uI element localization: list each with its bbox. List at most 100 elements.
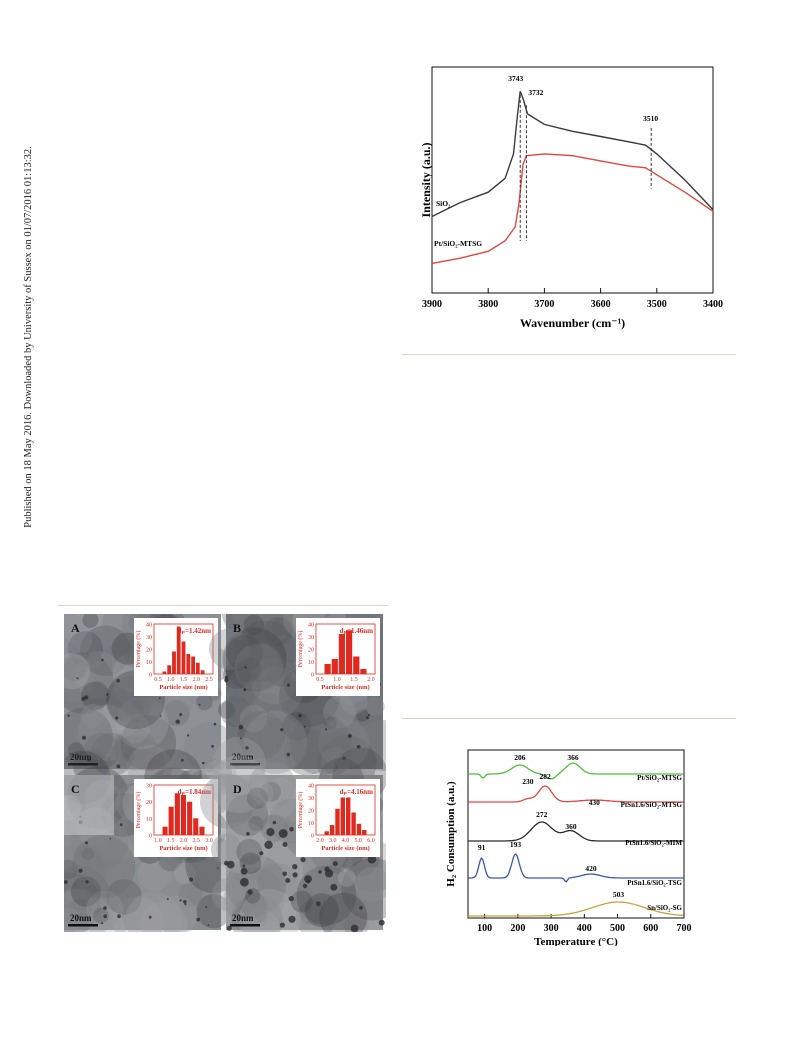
tem-texture [243,710,307,774]
mean-diameter-label: dₚ=1.84nm [178,788,212,796]
peak-label: 206 [514,753,526,762]
nanoparticle [181,758,184,762]
peak-label: 420 [585,864,597,873]
tem-texture [248,816,264,832]
peak-label: 272 [536,810,548,819]
tem-texture [64,775,114,835]
histogram-x-label: Particle size (nm) [321,845,369,852]
series-label: PtSn1.6/SiO₂-TSG [627,879,682,887]
nanoparticle [106,693,109,696]
histogram-bar [162,671,167,674]
nanoparticle [166,898,169,900]
nanoparticle [240,867,248,875]
nanoparticle [240,737,242,740]
histogram-bar [351,812,356,835]
tem-texture [267,661,293,687]
histogram-y-tick: 30 [308,635,314,641]
histogram-frame [315,623,376,675]
x-tick-label: 3500 [647,299,667,310]
tem-texture [200,773,255,829]
nanoparticle [115,716,119,720]
series-label: Pt/SiO₂-MTSG [637,774,682,782]
histogram-bar [360,669,367,674]
nanoparticle [117,914,121,918]
histogram-x-tick: 1.0 [333,677,341,683]
nanoparticle [289,826,294,832]
histogram-bar [324,664,331,674]
tem-texture [241,892,268,920]
nanoparticle [82,735,86,740]
tem-texture [209,628,251,670]
tem-texture [111,660,128,677]
histogram-x-tick: 2.0 [367,677,375,683]
nanoparticle [304,875,312,883]
series-line-4 [468,901,684,917]
nanoparticle [359,906,363,910]
histogram-bar [180,795,186,835]
histogram-bar [356,823,362,836]
histogram-x-tick: 2.0 [316,838,324,844]
histogram-bar [346,797,351,835]
histogram-x-tick: 1.5 [180,677,188,683]
nanoparticle [119,823,123,827]
tem-texture [365,696,385,716]
histogram-bar [195,662,200,675]
tem-texture [260,781,281,802]
histogram-bar [353,656,360,674]
nanoparticle [158,697,161,700]
tem-texture [211,878,246,912]
publication-sidebar-note: Published on 18 May 2016. Downloaded by … [23,146,34,528]
histogram-y-tick: 30 [308,796,314,802]
tem-texture [81,847,95,861]
tem-texture [250,657,298,705]
nanoparticle [292,864,298,870]
histogram-y-tick: 10 [308,660,314,666]
nanoparticle [350,924,359,933]
tem-texture [235,795,251,811]
nanoparticle [367,714,370,717]
tem-texture [74,651,122,699]
tem-texture [246,879,260,893]
tem-texture [82,611,99,628]
x-tick-label: 3800 [478,299,498,310]
nanoparticle [186,734,190,737]
tem-texture [318,718,370,769]
peak-label: 366 [567,753,579,762]
tem-texture [81,681,110,710]
histogram-y-tick: 10 [146,817,152,823]
nanoparticle [211,744,214,748]
tem-texture [295,898,336,939]
nanoparticle [259,851,264,856]
nanoparticle [85,880,89,884]
nanoparticle [264,840,273,849]
nanoparticle [366,716,369,720]
scale-bar-label: 20nm [70,752,92,762]
tem-texture [241,626,263,648]
nanoparticle [224,860,229,866]
histogram-x-tick: 0.5 [316,677,324,683]
tem-texture [210,755,268,813]
tem-texture [216,821,269,874]
histogram-x-tick: 1.5 [167,838,175,844]
histogram-bar [324,831,329,836]
tem-texture [249,773,264,788]
histogram-bar [191,656,195,674]
histogram-x-label: Particle size (nm) [159,845,207,852]
tem-texture [255,910,267,923]
tem-texture [271,617,292,637]
nanoparticle [101,658,104,662]
tem-texture [218,701,236,719]
histogram-y-tick: 0 [149,834,152,840]
nanoparticle [278,829,288,838]
panel-letter: B [233,621,241,635]
tem-texture [226,635,263,672]
histogram-x-label: Particle size (nm) [321,684,369,691]
nanoparticle [87,758,91,762]
tem-texture [321,747,349,775]
tem-texture [243,614,264,636]
nanoparticle [226,925,232,931]
tem-figure: A 20nm 40 30 20 10 0 0.5 1.0 1.5 2.0 2.5 Particle si… [38,583,408,951]
scale-bar-label: 20nm [232,913,254,923]
nanoparticle [324,866,330,872]
